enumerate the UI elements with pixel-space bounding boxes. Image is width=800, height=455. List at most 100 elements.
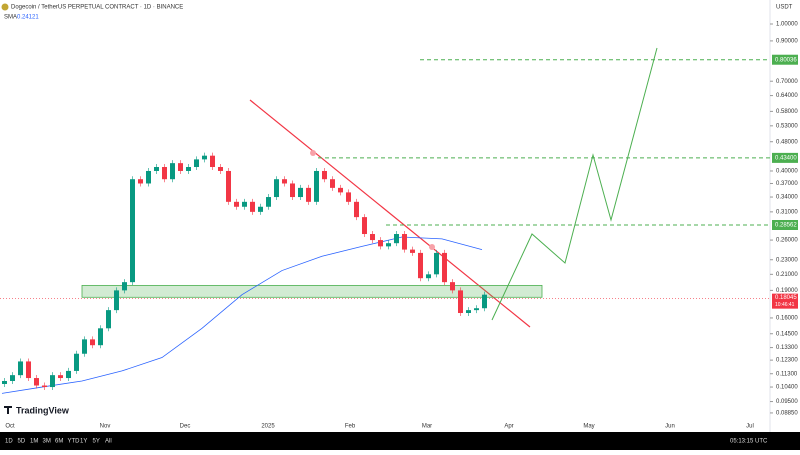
trend-line [249,99,531,328]
range-button[interactable]: All [105,439,112,445]
candle-body [162,167,167,180]
time-label: Dec [180,424,191,430]
currency[interactable]: USDT [776,5,793,11]
level-label: 0.80036 [775,57,797,63]
indicator-name: SMA [4,15,17,21]
range-button[interactable]: 5D [18,439,26,445]
level-badge [772,152,798,163]
price-label: 0.48000 [776,139,798,145]
price-label: 0.16000 [776,316,798,322]
range-button[interactable]: 3M [43,439,51,445]
price-label: 1.00000 [776,22,798,28]
price-label: 0.58000 [776,109,798,115]
candle-body [226,170,231,202]
candle-body [418,252,423,279]
candle-body [98,328,103,346]
candle-body [410,249,415,253]
candle-body [290,183,295,198]
candle-body [210,155,215,168]
price-label: 0.10400 [776,385,798,391]
projection-path [491,47,658,321]
range-button[interactable]: 5Y [93,439,100,445]
candle-body [466,310,471,314]
price-label: 0.64000 [776,93,798,99]
candle-body [362,217,367,235]
touch-point [310,150,316,156]
candle-body [370,234,375,241]
candle-body [106,310,111,329]
level-badge [772,54,798,65]
candle-body [122,282,127,291]
touch-point [429,244,435,250]
range-button[interactable]: 1M [30,439,38,445]
range-button[interactable]: 6M [55,439,63,445]
candle-body [482,294,487,309]
candle-body [218,167,223,171]
candle-body [386,243,391,247]
price-label: 0.34000 [776,195,798,201]
candle-body [2,380,7,384]
candle-body [186,167,191,171]
price-label: 0.08850 [776,411,798,417]
candle-body [42,385,47,388]
range-button[interactable]: YTD [68,439,81,445]
candle-body [58,375,63,379]
candle-body [130,179,135,283]
candle-body [138,179,143,184]
candle-body [298,187,303,198]
candle-body [354,201,359,218]
time-label: Apr [504,424,513,430]
price-label: 0.13300 [776,345,798,351]
time-label: Jul [746,424,754,430]
range-button[interactable]: 1Y [80,439,87,445]
price-badge [772,293,798,309]
logo-icon [4,406,12,414]
price-label: 0.09500 [776,399,798,405]
time-label: Oct [5,424,15,430]
price-label: 0.40000 [776,169,798,175]
candle-body [306,187,311,202]
price-label: 0.26000 [776,238,798,244]
time-label: Jun [665,424,675,430]
time-label: May [583,424,594,430]
candle-body [34,378,39,386]
candle-body [402,234,407,250]
candle-body [330,179,335,188]
price-label: 0.19000 [776,288,798,294]
time-label: 2025 [261,424,275,430]
symbol-title: Dogecoin / TetherUS PERPETUAL CONTRACT ·… [11,5,183,11]
candle-body [258,206,263,212]
candle-body [322,170,327,180]
candle-body [202,155,207,160]
candle-body [442,252,447,283]
candle-body [154,167,159,171]
candle-body [194,159,199,168]
candle-body [242,201,247,207]
candle-body [426,274,431,279]
candle-body [234,201,239,207]
range-button[interactable]: 1D [5,439,13,445]
clock: 05:13:15 UTC [730,439,768,445]
price-label: 0.90000 [776,38,798,44]
price-label: 0.18045 [775,295,797,301]
price-label: 0.31000 [776,209,798,215]
level-badge [772,219,798,230]
candle-body [274,179,279,198]
candle-body [170,163,175,180]
candle-body [10,375,15,381]
candle-body [114,290,119,311]
candle-body [146,170,151,184]
price-label: 0.70000 [776,79,798,85]
price-label: 0.53000 [776,123,798,129]
candle-body [338,187,343,193]
candle-body [74,353,79,371]
candle-body [458,290,463,314]
candle-body [82,339,87,354]
candle-body [378,240,383,247]
candle-body [250,201,255,212]
candle-body [282,179,287,184]
support-zone [81,284,543,298]
countdown: 10:46:41 [775,302,795,308]
